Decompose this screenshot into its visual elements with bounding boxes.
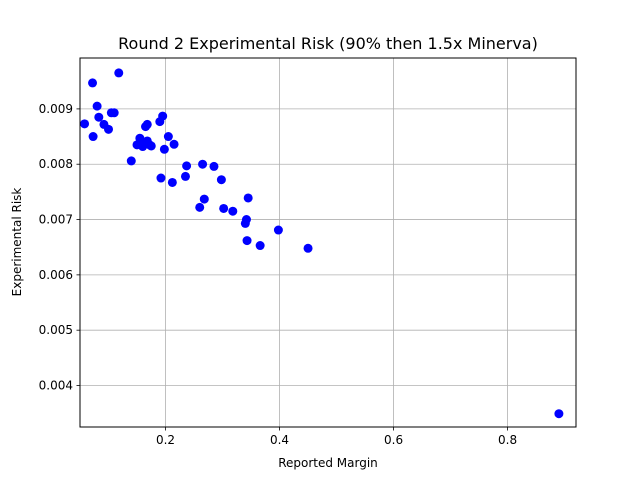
- data-points: [80, 68, 564, 419]
- data-point: [241, 215, 251, 225]
- data-point: [198, 159, 208, 169]
- x-tick-label: 0.4: [270, 433, 289, 447]
- data-point: [255, 241, 265, 251]
- data-point: [182, 161, 192, 171]
- data-point: [158, 111, 168, 121]
- data-point: [146, 141, 156, 151]
- data-point: [94, 112, 104, 122]
- grid: [80, 58, 576, 427]
- data-point: [159, 144, 169, 154]
- data-point: [242, 236, 252, 246]
- chart-title: Round 2 Experimental Risk (90% then 1.5x…: [118, 34, 538, 53]
- y-tick-label: 0.009: [39, 102, 73, 116]
- x-axis-ticks: 0.2 0.4 0.6 0.8: [156, 427, 517, 447]
- data-point: [88, 78, 98, 88]
- data-point: [209, 161, 219, 171]
- data-point: [273, 225, 283, 235]
- y-tick-label: 0.006: [39, 268, 73, 282]
- data-point: [199, 194, 209, 204]
- data-point: [216, 175, 226, 185]
- y-tick-label: 0.008: [39, 157, 73, 171]
- data-point: [156, 173, 166, 183]
- y-tick-label: 0.007: [39, 213, 73, 227]
- y-axis-label: Experimental Risk: [10, 188, 24, 297]
- y-tick-label: 0.004: [39, 379, 73, 393]
- data-point: [554, 409, 564, 419]
- data-point: [169, 139, 179, 149]
- plot-area-frame: [79, 57, 577, 428]
- data-point: [243, 193, 253, 203]
- data-point: [92, 101, 102, 111]
- y-axis-ticks: 0.004 0.005 0.006 0.007 0.008 0.009: [39, 102, 80, 393]
- data-point: [114, 68, 124, 78]
- x-tick-label: 0.2: [156, 433, 175, 447]
- data-point: [163, 132, 173, 142]
- data-point: [80, 119, 90, 129]
- data-point: [104, 124, 114, 134]
- data-point: [88, 132, 98, 142]
- y-tick-label: 0.005: [39, 323, 73, 337]
- x-tick-label: 0.6: [384, 433, 403, 447]
- data-point: [180, 171, 190, 181]
- data-point: [219, 203, 229, 213]
- data-point: [228, 206, 238, 216]
- data-point: [167, 177, 177, 187]
- data-point: [126, 156, 136, 166]
- data-point: [303, 243, 313, 253]
- x-axis-label: Reported Margin: [278, 456, 378, 470]
- data-point: [142, 119, 152, 129]
- data-point: [109, 108, 119, 118]
- data-point: [195, 202, 205, 212]
- x-tick-label: 0.8: [498, 433, 517, 447]
